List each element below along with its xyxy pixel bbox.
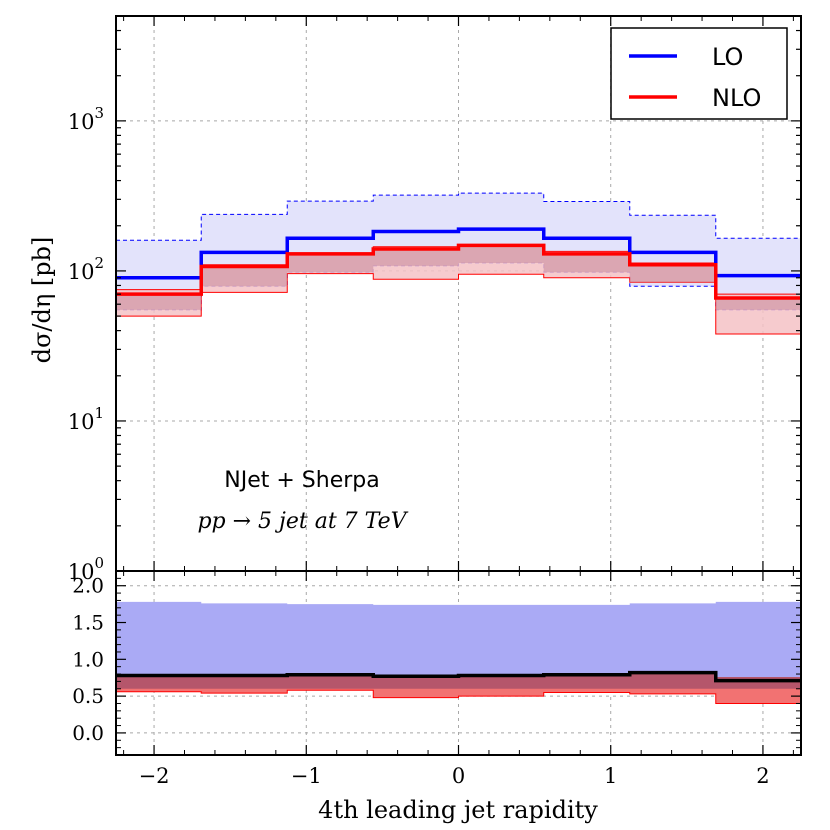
ratio-nlo-band-lower-edge xyxy=(116,689,801,704)
ratio-ytick-label-4: 2.0 xyxy=(72,574,104,598)
main-ytick-exponent: 0 xyxy=(94,554,104,572)
lo-series-line xyxy=(116,227,801,280)
ratio-panel: 0.0 0.5 1.0 1.5 2.0 −2 −1 0 1 2 4th leading jet … xyxy=(72,570,802,824)
main-ytick-label-2: 102 xyxy=(68,254,104,284)
ratio-ytick-label-3: 1.5 xyxy=(72,611,104,635)
main-ytick-exponent: 2 xyxy=(94,254,104,272)
ratio-ytick-label-2: 1.0 xyxy=(72,647,104,671)
legend: LO NLO xyxy=(610,27,788,120)
xtick-labels: −2 −1 0 1 2 xyxy=(139,764,770,788)
y-axis-label: dσ/dη [pb] xyxy=(28,237,56,364)
ratio-lo-band xyxy=(116,601,801,689)
main-ytick-exponent: 1 xyxy=(94,404,104,422)
main-ytick-base: 10 xyxy=(68,410,95,434)
annotation: NJet + Sherpa pp → 5 jet at 7 TeV xyxy=(197,468,408,534)
legend-label-lo: LO xyxy=(712,43,743,71)
xtick-label-0: −2 xyxy=(139,764,170,788)
xtick-label-4: 2 xyxy=(756,764,769,788)
annotation-line1: NJet + Sherpa xyxy=(224,468,379,493)
ratio-ytick-label-1: 0.5 xyxy=(72,684,104,708)
lo-band-upper-edge xyxy=(116,192,801,241)
xtick-label-1: −1 xyxy=(291,764,322,788)
ratio-ytick-label-0: 0.0 xyxy=(72,721,104,745)
main-ytick-exponent: 3 xyxy=(94,104,104,122)
legend-label-nlo: NLO xyxy=(712,84,761,112)
main-ytick-base: 10 xyxy=(68,110,95,134)
legend-box xyxy=(610,27,788,120)
ratio-nlo-over-lo-line xyxy=(116,670,801,683)
ratio-axes-frame xyxy=(115,570,802,756)
xtick-label-3: 1 xyxy=(604,764,617,788)
ratio-ytick-labels: 0.0 0.5 1.0 1.5 2.0 xyxy=(72,574,104,745)
main-ytick-base: 10 xyxy=(68,560,95,584)
annotation-line2: pp → 5 jet at 7 TeV xyxy=(197,509,408,534)
x-axis-label: 4th leading jet rapidity xyxy=(318,796,598,824)
ratio-plot-area xyxy=(116,601,801,704)
nlo-series-line xyxy=(116,243,801,300)
main-ytick-base: 10 xyxy=(68,260,95,284)
main-plot-area xyxy=(116,192,801,335)
xtick-label-2: 0 xyxy=(452,764,465,788)
main-ytick-label-1: 101 xyxy=(68,404,104,434)
main-ytick-label-0: 100 xyxy=(68,554,104,584)
main-ytick-label-3: 103 xyxy=(68,104,104,134)
